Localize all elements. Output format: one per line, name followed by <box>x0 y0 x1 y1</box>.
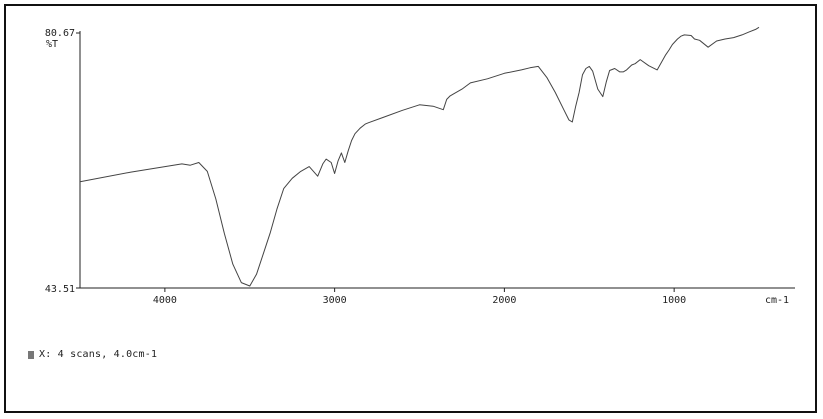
y-tick-label-min: 43.51 <box>45 284 75 295</box>
y-axis-label: %T <box>46 39 58 50</box>
legend-label: X: 4 scans, 4.0cm-1 <box>39 349 158 360</box>
x-tick-label: 2000 <box>492 295 516 306</box>
x-tick-label: 3000 <box>323 295 347 306</box>
axes: 80.67%T 43.51 4000 3000 2000 1000 cm-1 <box>45 28 795 306</box>
chart-frame <box>4 4 817 413</box>
x-tick-label: 4000 <box>153 295 177 306</box>
legend-swatch <box>28 350 34 359</box>
x-axis-label: cm-1 <box>765 295 789 306</box>
spectrum-line <box>79 26 760 287</box>
legend: X: 4 scans, 4.0cm-1 <box>28 349 157 360</box>
x-tick-label: 1000 <box>662 295 686 306</box>
series-group <box>79 26 760 287</box>
y-tick-label-max: 80.67 <box>45 28 75 39</box>
